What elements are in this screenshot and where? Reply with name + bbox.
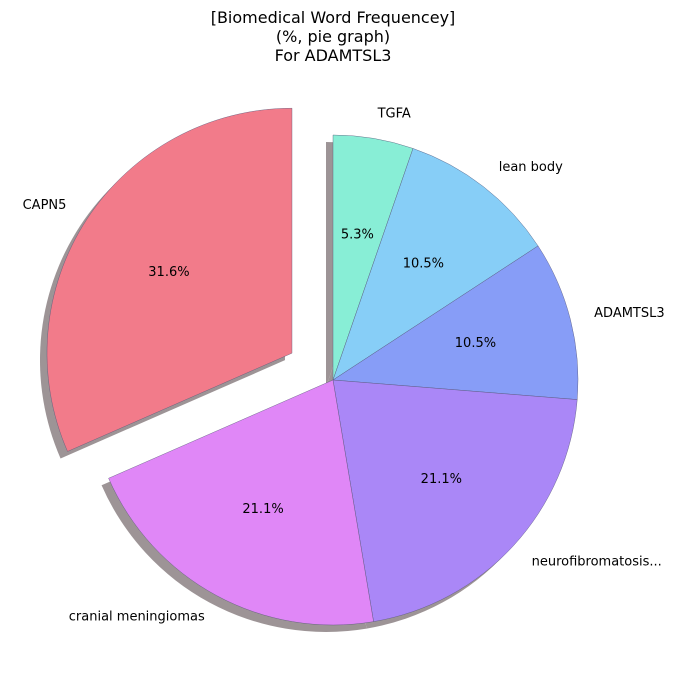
pie-labels: 5.3% TGFA 10.5% lean body 10.5% ADAMTSL3 21.1%… xyxy=(23,107,665,625)
slice-lean-body xyxy=(332,148,539,381)
slice-category-label-tgfa: TGFA xyxy=(377,107,411,122)
slice-percent-label-neurofibromatosis: 21.1% xyxy=(421,472,462,487)
chart-title-line-1: [Biomedical Word Frequencey] xyxy=(210,8,456,27)
slice-percent-label-lean-body: 10.5% xyxy=(403,257,444,272)
slice-percent-label-tgfa: 5.3% xyxy=(341,228,374,243)
slice-category-label-lean-body: lean body xyxy=(499,160,563,175)
slice-category-label-cranial-meningiomas: cranial meningiomas xyxy=(69,610,205,625)
slice-percent-label-adamtsl3: 10.5% xyxy=(455,336,496,351)
slice-neurofibromatosis xyxy=(332,379,578,622)
slice-category-label-capn5: CAPN5 xyxy=(23,198,67,213)
slice-cranial-meningiomas xyxy=(108,379,374,626)
slice-percent-label-capn5: 31.6% xyxy=(148,265,189,280)
slice-capn5 xyxy=(46,107,293,452)
slice-percent-label-cranial-meningiomas: 21.1% xyxy=(242,502,283,517)
chart-title: [Biomedical Word Frequencey] (%, pie gra… xyxy=(0,8,666,65)
chart-title-line-3: For ADAMTSL3 xyxy=(274,46,392,65)
slice-category-label-adamtsl3: ADAMTSL3 xyxy=(594,306,665,321)
slice-category-label-neurofibromatosis: neurofibromatosis... xyxy=(532,555,662,570)
pie-slices xyxy=(46,107,579,626)
chart-title-line-2: (%, pie graph) xyxy=(275,27,391,46)
slice-adamtsl3 xyxy=(332,245,579,400)
